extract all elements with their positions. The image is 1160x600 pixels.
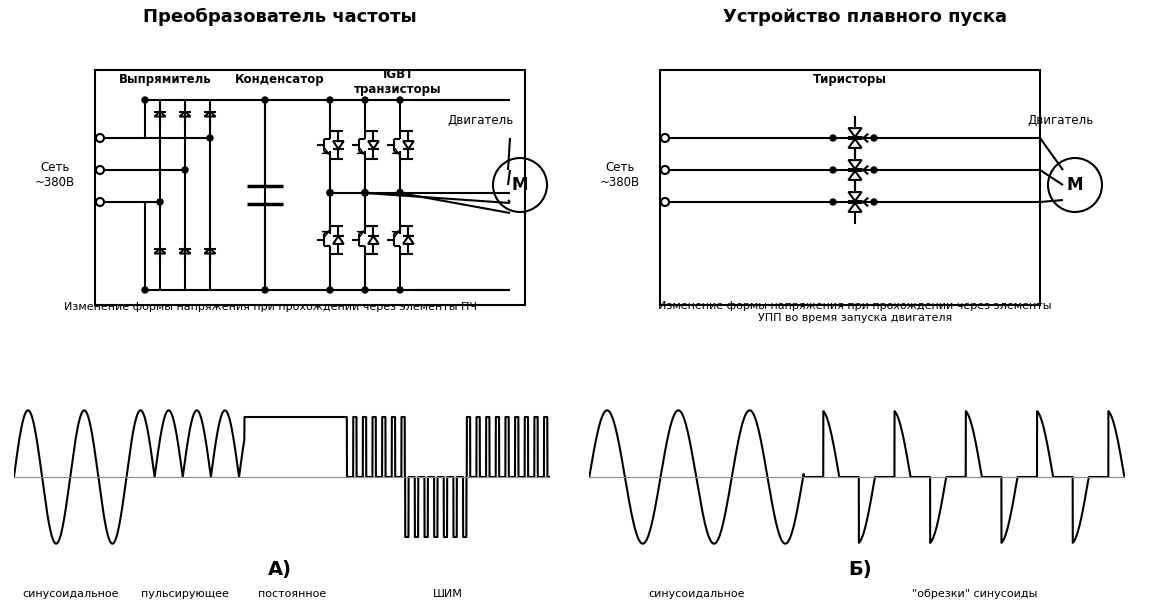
Text: Б): Б) xyxy=(848,560,872,580)
Text: Преобразователь частоты: Преобразователь частоты xyxy=(143,8,416,26)
Circle shape xyxy=(831,199,836,205)
Circle shape xyxy=(157,199,164,205)
Text: Сеть
~380В: Сеть ~380В xyxy=(600,161,640,189)
Circle shape xyxy=(182,167,188,173)
Circle shape xyxy=(327,190,333,196)
Text: синусоидальное: синусоидальное xyxy=(22,589,118,599)
Text: Двигатель: Двигатель xyxy=(447,113,513,127)
Circle shape xyxy=(871,167,877,173)
Circle shape xyxy=(327,97,333,103)
Text: М: М xyxy=(1067,176,1083,194)
Circle shape xyxy=(142,97,148,103)
Text: Изменение формы напряжения при прохождении через элементы ПЧ: Изменение формы напряжения при прохожден… xyxy=(64,302,477,312)
Text: постоянное: постоянное xyxy=(259,589,327,599)
Circle shape xyxy=(362,287,368,293)
Circle shape xyxy=(362,190,368,196)
Text: ШИМ: ШИМ xyxy=(433,589,463,599)
Text: Тиристоры: Тиристоры xyxy=(813,73,887,86)
Circle shape xyxy=(142,287,148,293)
Circle shape xyxy=(262,97,268,103)
Circle shape xyxy=(362,190,368,196)
Text: Конденсатор: Конденсатор xyxy=(235,73,325,86)
Circle shape xyxy=(262,287,268,293)
Circle shape xyxy=(397,287,403,293)
Circle shape xyxy=(327,287,333,293)
Text: Выпрямитель: Выпрямитель xyxy=(118,73,211,86)
Circle shape xyxy=(871,199,877,205)
Text: синусоидальное: синусоидальное xyxy=(648,589,745,599)
Circle shape xyxy=(397,190,403,196)
Text: IGBT
транзисторы: IGBT транзисторы xyxy=(354,68,442,96)
Circle shape xyxy=(397,97,403,103)
Bar xyxy=(95,70,525,305)
Circle shape xyxy=(831,135,836,141)
Circle shape xyxy=(397,190,403,196)
Bar xyxy=(660,70,1041,305)
Text: пульсирующее: пульсирующее xyxy=(142,589,230,599)
Circle shape xyxy=(327,190,333,196)
Text: Устройство плавного пуска: Устройство плавного пуска xyxy=(723,8,1007,26)
Text: А): А) xyxy=(268,560,292,580)
Circle shape xyxy=(206,135,213,141)
Text: Сеть
~380В: Сеть ~380В xyxy=(35,161,75,189)
Circle shape xyxy=(871,135,877,141)
Circle shape xyxy=(831,167,836,173)
Text: Двигатель: Двигатель xyxy=(1027,113,1093,127)
Text: Изменение формы напряжения при прохождении через элементы
УПП во время запуска д: Изменение формы напряжения при прохожден… xyxy=(658,301,1052,323)
Text: "обрезки" синусоиды: "обрезки" синусоиды xyxy=(913,589,1038,599)
Circle shape xyxy=(362,97,368,103)
Text: М: М xyxy=(512,176,528,194)
